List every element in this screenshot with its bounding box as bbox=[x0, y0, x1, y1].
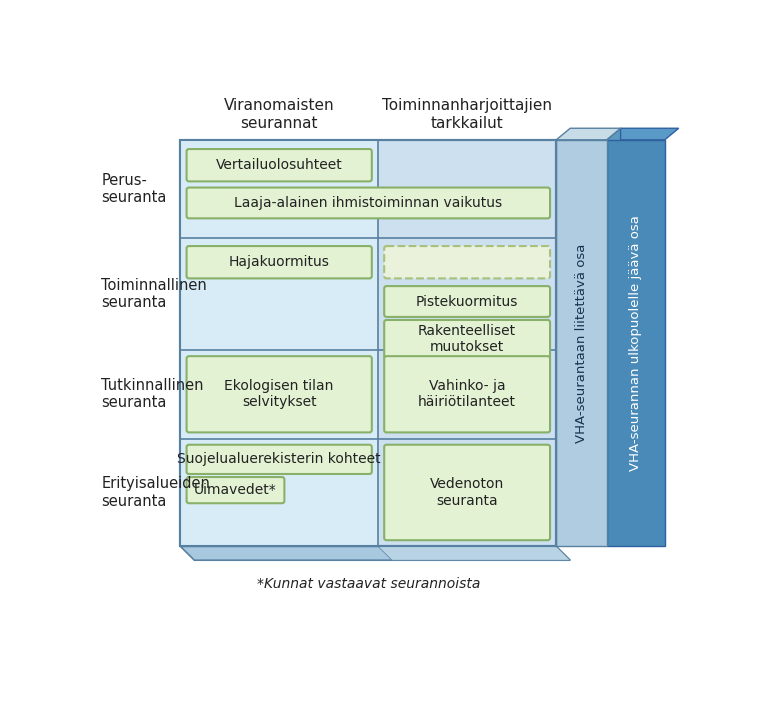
FancyBboxPatch shape bbox=[384, 356, 550, 432]
Text: Rakenteelliset
muutokset: Rakenteelliset muutokset bbox=[418, 324, 516, 354]
FancyBboxPatch shape bbox=[186, 149, 372, 181]
Text: Suojelualuerekisterin kohteet: Suojelualuerekisterin kohteet bbox=[177, 452, 381, 466]
FancyBboxPatch shape bbox=[384, 320, 550, 359]
Text: VHA-seurannan ulkopuolelle jäävä osa: VHA-seurannan ulkopuolelle jäävä osa bbox=[629, 215, 642, 471]
FancyBboxPatch shape bbox=[186, 445, 372, 474]
Text: Uimavedet*: Uimavedet* bbox=[194, 483, 277, 497]
Text: Laaja-alainen ihmistoiminnan vaikutus: Laaja-alainen ihmistoiminnan vaikutus bbox=[234, 196, 502, 210]
Text: *Kunnat vastaavat seurannoista: *Kunnat vastaavat seurannoista bbox=[256, 577, 480, 591]
Text: Erityisalueiden
seuranta: Erityisalueiden seuranta bbox=[101, 476, 210, 509]
Text: Viranomaisten
seurannat: Viranomaisten seurannat bbox=[224, 98, 335, 131]
Text: VHA-seurantaan liitettävä osa: VHA-seurantaan liitettävä osa bbox=[575, 243, 588, 443]
Text: Toiminnanharjoittajien
tarkkailut: Toiminnanharjoittajien tarkkailut bbox=[382, 98, 552, 131]
FancyBboxPatch shape bbox=[186, 246, 372, 278]
FancyBboxPatch shape bbox=[384, 246, 550, 278]
Bar bbox=[180, 140, 556, 546]
Polygon shape bbox=[607, 128, 620, 546]
Text: Hajakuormitus: Hajakuormitus bbox=[229, 255, 330, 269]
Text: Vahinko- ja
häiriötilanteet: Vahinko- ja häiriötilanteet bbox=[418, 379, 516, 409]
FancyBboxPatch shape bbox=[186, 356, 372, 432]
Text: Pistekuormitus: Pistekuormitus bbox=[416, 295, 518, 309]
Bar bbox=[607, 140, 665, 546]
FancyBboxPatch shape bbox=[186, 188, 550, 219]
Bar bbox=[180, 140, 378, 546]
Text: Toiminnallinen
seuranta: Toiminnallinen seuranta bbox=[101, 278, 207, 311]
FancyBboxPatch shape bbox=[384, 286, 550, 317]
Text: Tutkinnallinen
seuranta: Tutkinnallinen seuranta bbox=[101, 378, 204, 411]
Text: Vertailuolosuhteet: Vertailuolosuhteet bbox=[216, 158, 342, 172]
Polygon shape bbox=[556, 128, 620, 140]
FancyBboxPatch shape bbox=[384, 445, 550, 540]
Polygon shape bbox=[378, 546, 570, 560]
Text: Vedenoton
seuranta: Vedenoton seuranta bbox=[430, 477, 505, 508]
Text: Perus-
seuranta: Perus- seuranta bbox=[101, 173, 167, 205]
Text: Ekologisen tilan
selvitykset: Ekologisen tilan selvitykset bbox=[224, 379, 334, 409]
Bar bbox=[180, 140, 556, 546]
Polygon shape bbox=[180, 546, 570, 560]
Polygon shape bbox=[607, 128, 679, 140]
Bar bbox=[556, 140, 607, 546]
FancyBboxPatch shape bbox=[186, 477, 285, 503]
